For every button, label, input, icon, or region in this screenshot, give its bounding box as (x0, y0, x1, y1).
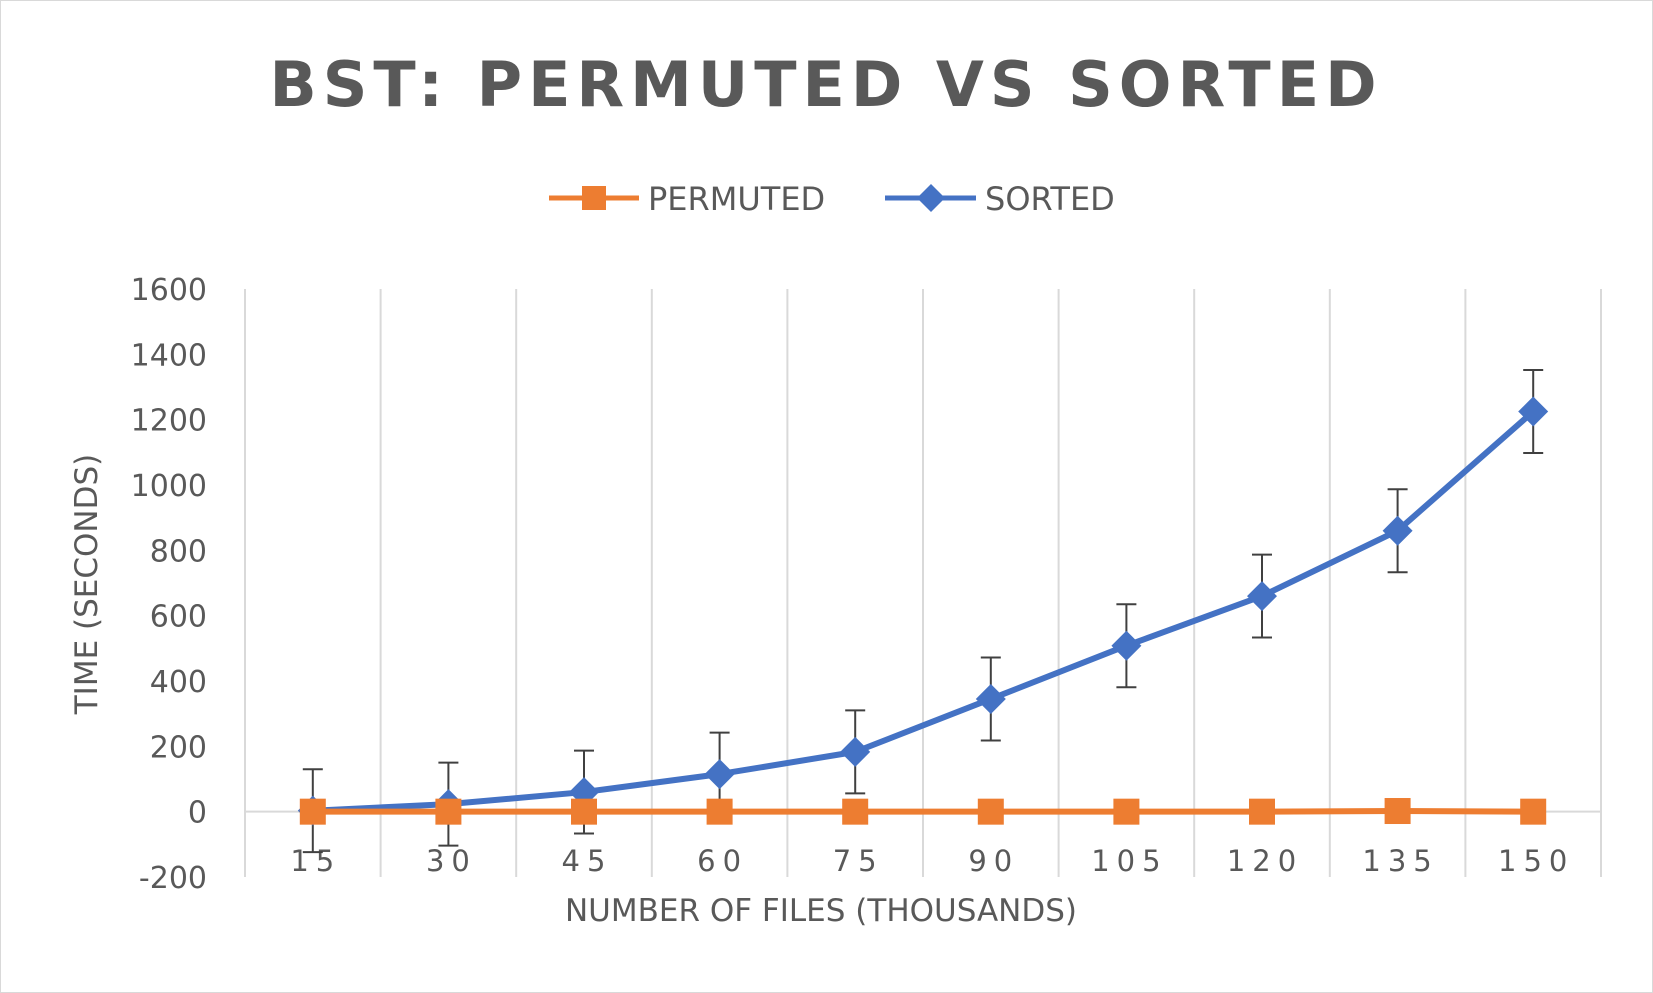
y-tick-label: 1600 (131, 273, 207, 308)
series-layer (297, 369, 1549, 854)
marker-permuted (977, 798, 1004, 825)
y-axis-title: TIME (SECONDS) (69, 454, 105, 716)
y-axis-ticks: -200 0 200 400 600 800 1000 1200 1400 1600 (131, 273, 207, 896)
x-tick-label: 120 (1227, 844, 1303, 878)
legend-marker-sorted (917, 184, 945, 212)
marker-permuted (571, 798, 597, 825)
marker-permuted (1113, 798, 1140, 825)
series-line-permuted (312, 808, 1534, 815)
marker-sorted (704, 759, 735, 790)
series-line-sorted (312, 409, 1536, 814)
chart-title: BST: PERMUTED VS SORTED (269, 48, 1382, 121)
x-tick-label: 60 (697, 844, 748, 878)
x-tick-label: 135 (1362, 844, 1438, 878)
x-tick-label: 75 (833, 844, 884, 878)
x-tick-label: 45 (562, 844, 613, 878)
marker-permuted (1249, 798, 1275, 825)
marker-permuted (1384, 798, 1411, 825)
x-tick-label: 105 (1091, 844, 1167, 878)
y-tick-label: 0 (188, 796, 207, 831)
y-tick-label: 1400 (131, 338, 207, 373)
legend: PERMUTED SORTED (549, 180, 1115, 218)
marker-sorted (1382, 515, 1413, 546)
y-tick-label: 1000 (131, 469, 207, 504)
legend-marker-permuted (582, 186, 606, 210)
marker-sorted (840, 736, 871, 767)
y-tick-label: 600 (150, 600, 207, 635)
x-tick-label: 150 (1498, 844, 1574, 878)
y-tick-label: 1200 (131, 404, 207, 439)
y-tick-label: 200 (150, 730, 207, 765)
x-axis-title: NUMBER OF FILES (THOUSANDS) (565, 893, 1077, 929)
x-tick-label: 30 (426, 844, 477, 878)
x-tick-label: 90 (968, 844, 1019, 878)
x-tick-label: 15 (290, 844, 341, 878)
legend-item-sorted: SORTED (885, 180, 1115, 218)
marker-permuted (706, 798, 733, 825)
marker-sorted (1111, 630, 1142, 661)
y-tick-label: -200 (139, 861, 207, 896)
legend-item-permuted: PERMUTED (549, 180, 825, 218)
y-tick-label: 400 (150, 665, 207, 700)
marker-sorted (975, 683, 1006, 714)
marker-sorted (1518, 396, 1549, 427)
x-axis-ticks: 15 30 45 60 75 90 105 120 135 150 (290, 844, 1574, 878)
marker-permuted (842, 798, 869, 825)
legend-label-permuted: PERMUTED (648, 180, 825, 218)
marker-permuted (1520, 798, 1547, 825)
marker-permuted (299, 798, 326, 825)
y-tick-label: 800 (150, 534, 207, 569)
gridlines (244, 289, 1602, 877)
marker-permuted (435, 798, 462, 825)
legend-label-sorted: SORTED (985, 180, 1115, 218)
marker-sorted (1247, 581, 1277, 612)
